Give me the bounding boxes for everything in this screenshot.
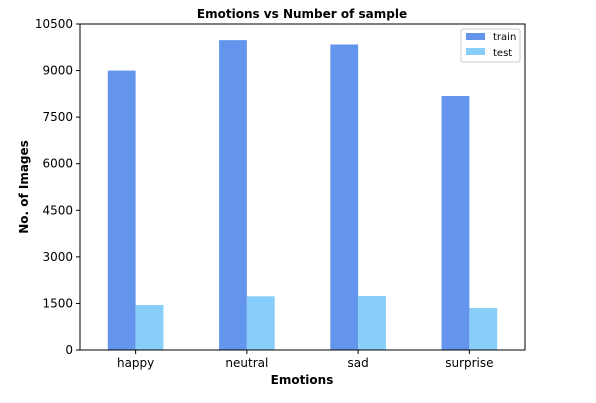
x-tick-label: happy — [117, 356, 154, 370]
y-tick-label: 3000 — [42, 250, 73, 264]
legend-label-test: test — [493, 48, 512, 59]
chart-title: Emotions vs Number of sample — [197, 7, 407, 21]
x-tick-label: sad — [348, 356, 369, 370]
legend-label-train: train — [493, 32, 516, 43]
bar-test-sad — [358, 295, 386, 350]
plot-area — [107, 40, 498, 351]
bar-test-surprise — [469, 308, 498, 350]
y-tick-label: 7500 — [42, 110, 73, 124]
y-tick-label: 9000 — [42, 64, 73, 78]
legend-swatch-test — [466, 48, 485, 55]
x-axis: happy neutral sad surprise — [117, 350, 494, 370]
x-tick-label: neutral — [225, 356, 268, 370]
bar-train-surprise — [441, 96, 470, 350]
bar-train-neutral — [219, 40, 247, 350]
bar-test-happy — [135, 304, 164, 350]
y-axis-label: No. of Images — [17, 140, 31, 234]
plot-frame — [79, 23, 526, 351]
legend-swatch-train — [466, 33, 485, 40]
y-tick-label: 4500 — [42, 203, 73, 217]
x-axis-label: Emotions — [271, 373, 334, 387]
y-tick-label: 6000 — [42, 157, 73, 171]
legend: train test — [460, 28, 521, 63]
y-tick-label: 0 — [65, 343, 73, 357]
y-axis: 0 1500 3000 4500 6000 7500 9000 10500 — [35, 17, 80, 357]
y-tick-label: 10500 — [35, 17, 73, 31]
bar-train-sad — [330, 44, 359, 351]
y-tick-label: 1500 — [42, 296, 73, 310]
bar-test-neutral — [246, 296, 275, 350]
x-tick-label: surprise — [445, 356, 493, 370]
bar-train-happy — [107, 70, 136, 351]
